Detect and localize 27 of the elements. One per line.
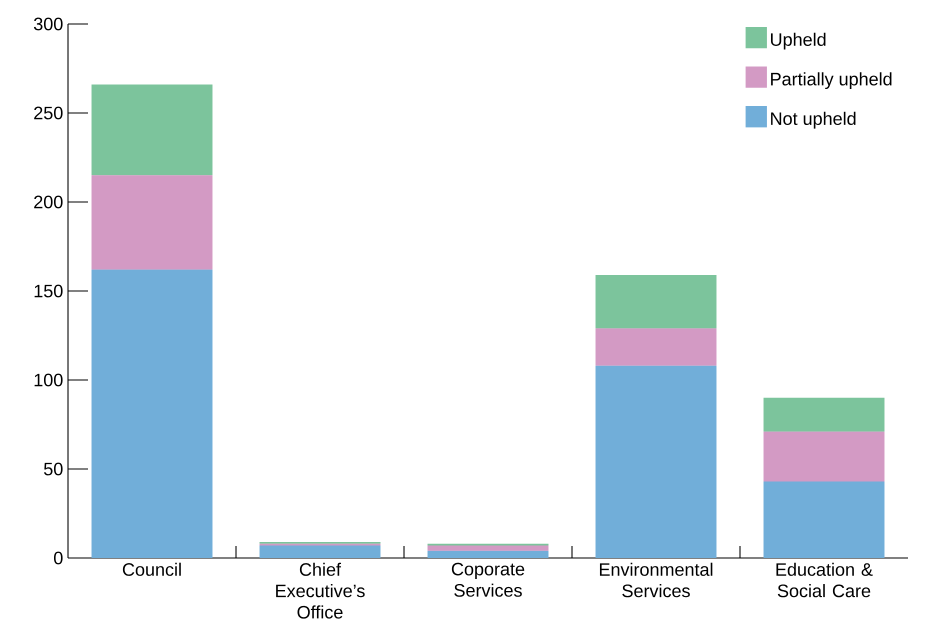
x-tick-label: Chief Executive’s Office <box>276 562 365 619</box>
x-tick-label: Education & Social Care <box>776 562 873 598</box>
legend-label: Upheld <box>770 32 826 50</box>
y-tick-label: 250 <box>34 106 63 120</box>
x-tick-label: Council <box>122 562 181 576</box>
bar <box>764 481 884 558</box>
y-tick-label: 150 <box>34 284 63 298</box>
y-tick-label: 50 <box>44 462 63 476</box>
bar <box>260 546 380 558</box>
bar <box>92 175 212 270</box>
bar <box>764 432 884 482</box>
x-tick-label: Coporate Services <box>452 562 524 597</box>
x-tick-label: Environmental Services <box>600 562 712 598</box>
legend-label: Not upheld <box>771 112 856 129</box>
bar <box>92 270 212 558</box>
y-tick-label: 100 <box>34 374 63 386</box>
y-tick-label: 200 <box>34 196 63 208</box>
bar <box>596 366 716 558</box>
bar <box>428 550 548 558</box>
y-tick-label: 300 <box>34 18 63 30</box>
bar <box>764 398 884 432</box>
bar <box>92 84 212 176</box>
bar <box>428 546 548 551</box>
y-tick-label: 0 <box>54 552 63 564</box>
bar <box>596 274 716 328</box>
bar <box>596 328 716 366</box>
legend-label: Partially upheld <box>771 72 892 90</box>
